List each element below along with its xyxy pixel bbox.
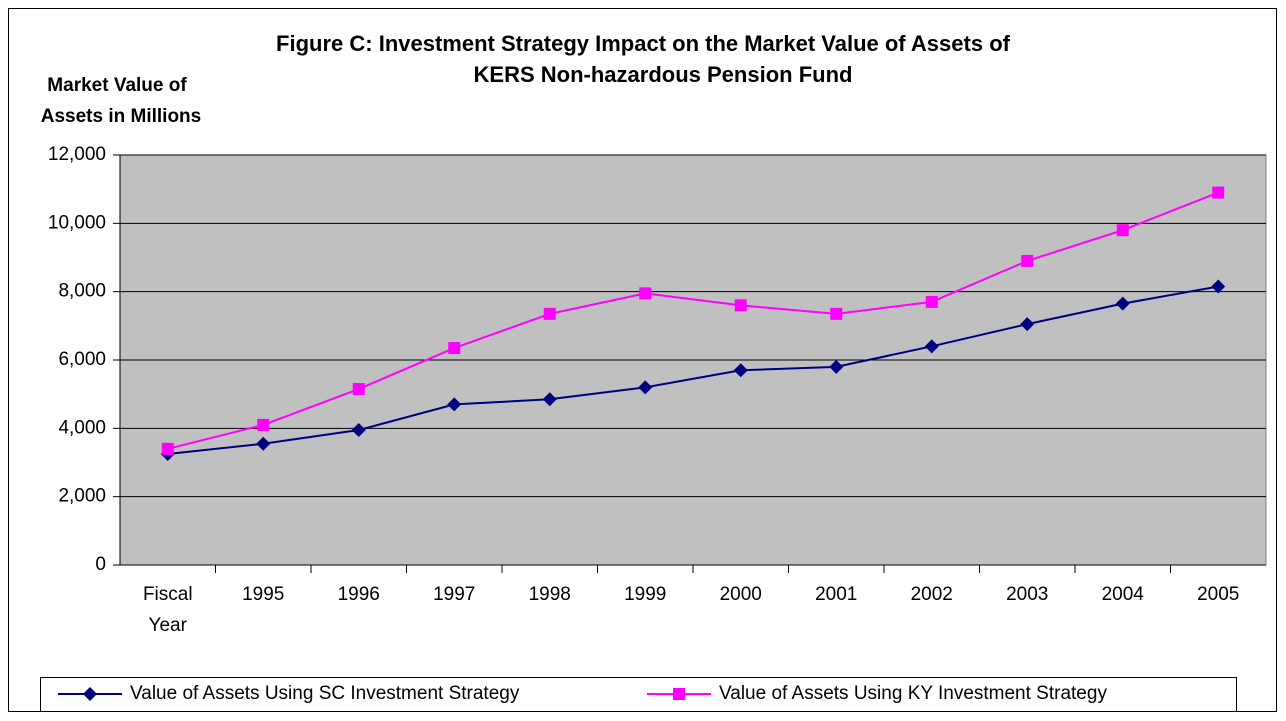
marker: [352, 383, 365, 396]
marker: [733, 363, 748, 378]
series-line: [167, 285, 1219, 455]
marker: [829, 359, 844, 374]
series-line: [167, 191, 1219, 450]
y-tick-label: 0: [95, 554, 106, 575]
marker: [734, 299, 747, 312]
marker: [1020, 317, 1035, 332]
y-tick-label: 2,000: [58, 486, 106, 507]
legend-label: Value of Assets Using KY Investment Stra…: [719, 683, 1107, 704]
x-tick-label: 2001: [815, 584, 857, 605]
x-tick-label: 1997: [433, 584, 475, 605]
x-tick-label: 1998: [529, 584, 571, 605]
marker: [1211, 279, 1226, 294]
y-tick-label: 4,000: [58, 417, 106, 438]
marker: [673, 688, 685, 700]
x-tick-label: 2004: [1102, 584, 1145, 605]
y-tick-label: 6,000: [58, 349, 106, 370]
x-tick-label: 2003: [1006, 584, 1048, 605]
chart-title: Figure C: Investment Strategy Impact on …: [276, 31, 1011, 56]
marker: [1115, 296, 1130, 311]
marker: [83, 687, 97, 701]
marker: [161, 442, 174, 455]
chart-title: KERS Non-hazardous Pension Fund: [474, 62, 853, 87]
marker: [924, 339, 939, 354]
marker: [543, 307, 556, 320]
y-tick-label: 12,000: [48, 144, 106, 165]
y-axis-label: Assets in Millions: [41, 106, 201, 127]
marker: [638, 380, 653, 395]
marker: [257, 418, 270, 431]
x-tick-label: 1999: [624, 584, 666, 605]
marker: [351, 423, 366, 438]
x-tick-label: 2005: [1197, 584, 1239, 605]
y-axis-label: Market Value of: [47, 75, 187, 96]
marker: [542, 392, 557, 407]
legend-box: [40, 677, 1237, 712]
x-tick-label: 1996: [338, 584, 380, 605]
marker: [1116, 224, 1129, 237]
y-tick-label: 10,000: [48, 212, 106, 233]
x-tick-label: 1995: [242, 584, 284, 605]
x-tick-label: 2000: [720, 584, 762, 605]
legend-label: Value of Assets Using SC Investment Stra…: [130, 683, 520, 704]
marker: [447, 397, 462, 412]
x-tick-label: 2002: [911, 584, 953, 605]
marker: [1021, 254, 1034, 267]
marker: [830, 307, 843, 320]
marker: [925, 295, 938, 308]
marker: [448, 342, 461, 355]
marker: [1212, 186, 1225, 199]
marker: [256, 436, 271, 451]
x-tick-label: Fiscal Year: [143, 584, 193, 636]
marker: [639, 287, 652, 300]
y-tick-label: 8,000: [58, 281, 106, 302]
